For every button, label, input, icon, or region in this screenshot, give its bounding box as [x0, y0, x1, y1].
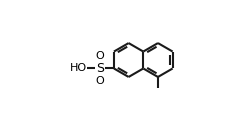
Text: HO: HO	[69, 63, 86, 73]
Text: O: O	[95, 76, 104, 86]
Text: O: O	[95, 51, 104, 61]
Text: S: S	[96, 62, 104, 75]
